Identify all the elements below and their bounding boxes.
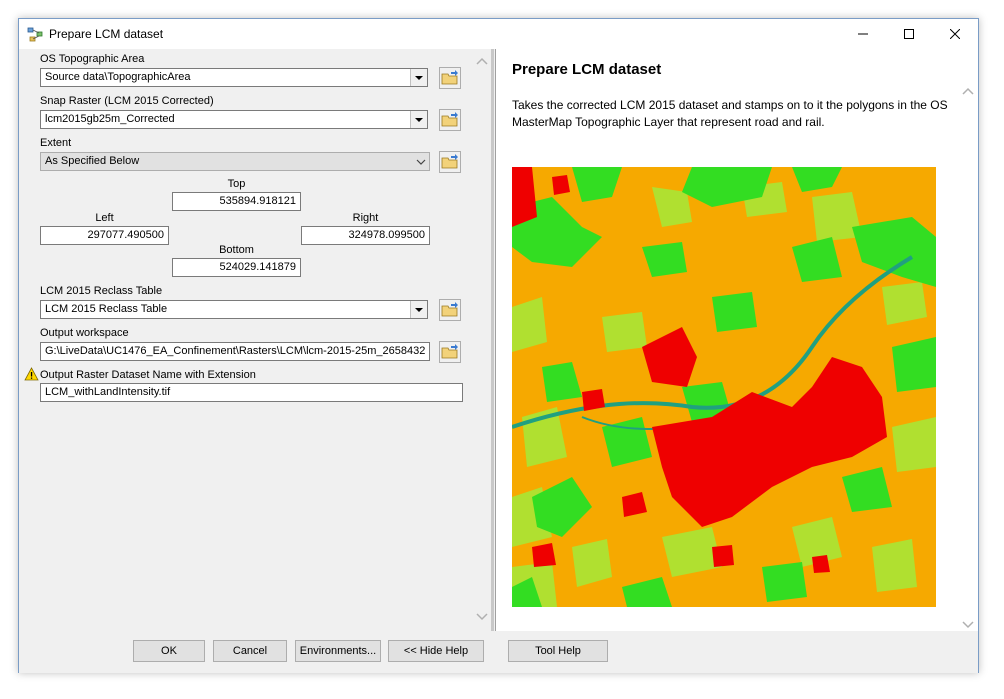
extent-combo[interactable]: As Specified Below: [40, 152, 430, 171]
warning-icon: [24, 367, 39, 381]
maximize-icon: [904, 29, 914, 39]
workspace-label: Output workspace: [40, 327, 129, 339]
extent-left-input[interactable]: 297077.490500: [40, 226, 169, 245]
snap-raster-value: lcm2015gb25m_Corrected: [45, 113, 175, 125]
left-scrollbar[interactable]: [473, 49, 491, 631]
open-folder-icon: [441, 70, 458, 85]
window-title: Prepare LCM dataset: [49, 27, 164, 41]
pane-splitter[interactable]: [491, 49, 494, 631]
help-pane: Prepare LCM dataset Takes the corrected …: [495, 49, 959, 631]
reclass-browse-button[interactable]: [439, 299, 461, 321]
scroll-down-icon[interactable]: [962, 619, 974, 629]
chevron-down-icon[interactable]: [413, 153, 429, 170]
reclass-value: LCM 2015 Reclass Table: [45, 303, 168, 315]
output-name-label: Output Raster Dataset Name with Extensio…: [40, 369, 256, 381]
snap-raster-label: Snap Raster (LCM 2015 Corrected): [40, 95, 214, 107]
os-topo-browse-button[interactable]: [439, 67, 461, 89]
tool-icon: [27, 27, 43, 42]
output-name-input[interactable]: LCM_withLandIntensity.tif: [40, 383, 463, 402]
scroll-down-icon[interactable]: [476, 611, 488, 621]
extent-browse-button[interactable]: [439, 151, 461, 173]
snap-raster-browse-button[interactable]: [439, 109, 461, 131]
dialog-window: Prepare LCM dataset OS Topographic Area …: [18, 18, 979, 673]
os-topo-label: OS Topographic Area: [40, 53, 145, 65]
scroll-up-icon[interactable]: [962, 87, 974, 97]
land-cover-map-image: [512, 167, 936, 607]
close-icon: [950, 29, 960, 39]
extent-value: As Specified Below: [45, 155, 140, 167]
extent-left-label: Left: [95, 212, 114, 224]
environments-button[interactable]: Environments...: [295, 640, 381, 662]
chevron-down-icon[interactable]: [410, 111, 427, 128]
help-scrollbar[interactable]: [958, 49, 978, 631]
open-folder-icon: [441, 112, 458, 127]
ok-button[interactable]: OK: [133, 640, 205, 662]
workspace-browse-button[interactable]: [439, 341, 461, 363]
reclass-combo[interactable]: LCM 2015 Reclass Table: [40, 300, 428, 319]
os-topo-combo[interactable]: Source data\TopographicArea: [40, 68, 428, 87]
extent-bottom-input[interactable]: 524029.141879: [172, 258, 301, 277]
snap-raster-combo[interactable]: lcm2015gb25m_Corrected: [40, 110, 428, 129]
open-folder-icon: [441, 302, 458, 317]
workspace-input[interactable]: G:\LiveData\UC1476_EA_Confinement\Raster…: [40, 342, 430, 361]
land-cover-map: [512, 167, 936, 607]
open-folder-icon: [441, 154, 458, 169]
open-folder-icon: [441, 344, 458, 359]
os-topo-value: Source data\TopographicArea: [45, 71, 191, 83]
maximize-button[interactable]: [886, 19, 932, 49]
minimize-icon: [858, 33, 868, 35]
tool-help-button[interactable]: Tool Help: [508, 640, 608, 662]
button-bar: OK Cancel Environments... << Hide Help T…: [19, 631, 978, 673]
extent-top-input[interactable]: 535894.918121: [172, 192, 301, 211]
hide-help-button[interactable]: << Hide Help: [388, 640, 484, 662]
cancel-button[interactable]: Cancel: [213, 640, 287, 662]
chevron-down-icon[interactable]: [410, 69, 427, 86]
extent-right-label: Right: [352, 212, 379, 224]
help-description: Takes the corrected LCM 2015 dataset and…: [512, 98, 948, 129]
help-title: Prepare LCM dataset: [512, 61, 662, 78]
extent-top-label: Top: [227, 178, 246, 190]
close-button[interactable]: [932, 19, 978, 49]
scroll-up-icon[interactable]: [476, 57, 488, 67]
chevron-down-icon[interactable]: [410, 301, 427, 318]
minimize-button[interactable]: [840, 19, 886, 49]
reclass-label: LCM 2015 Reclass Table: [40, 285, 163, 297]
title-bar: Prepare LCM dataset: [19, 19, 978, 49]
extent-right-input[interactable]: 324978.099500: [301, 226, 430, 245]
extent-bottom-label: Bottom: [219, 244, 254, 256]
extent-label: Extent: [40, 137, 72, 149]
parameters-pane: OS Topographic Area Source data\Topograp…: [19, 49, 491, 631]
